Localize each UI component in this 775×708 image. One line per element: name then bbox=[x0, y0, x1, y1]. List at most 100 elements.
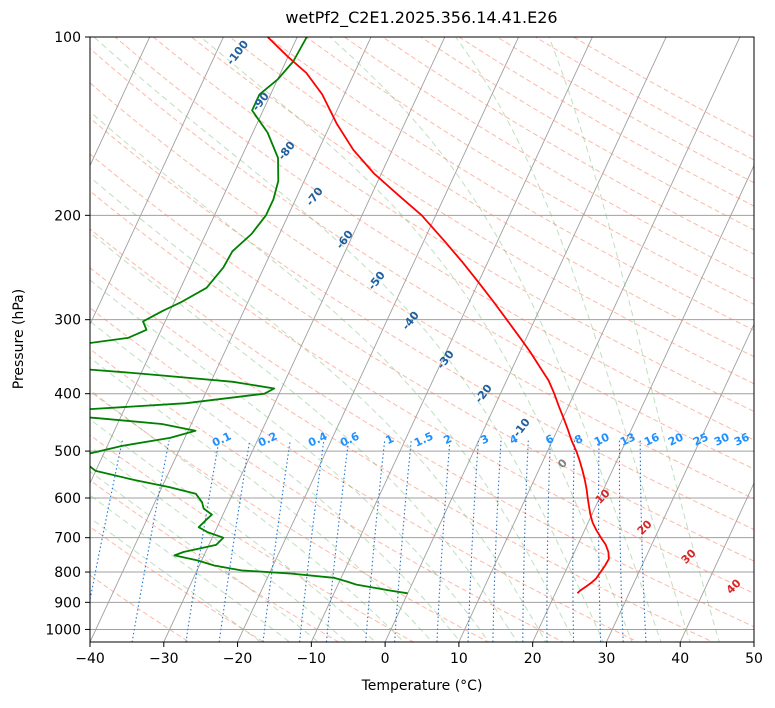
mixing-ratio-label: 10 bbox=[592, 430, 612, 448]
dry-adiabat-line bbox=[90, 267, 714, 642]
dry-adiabat-line bbox=[90, 153, 754, 562]
mixing-ratio-line bbox=[325, 440, 350, 642]
x-tick-label: 20 bbox=[524, 651, 542, 667]
mixing-ratio-label: 3 bbox=[479, 432, 491, 447]
dry-adiabat-line bbox=[90, 307, 639, 642]
mixing-ratio-label: 30 bbox=[712, 430, 732, 448]
mixing-ratio-line bbox=[618, 440, 624, 642]
moist-adiabat-line bbox=[455, 37, 691, 642]
mixing-ratio-line bbox=[394, 440, 412, 642]
mixing-ratio-line bbox=[546, 440, 551, 642]
plot-data-lines bbox=[90, 37, 610, 595]
dry-adiabat-line bbox=[90, 348, 565, 642]
dry-adiabat-label: -60 bbox=[333, 228, 356, 252]
mixing-ratio-label: 0.4 bbox=[306, 429, 329, 449]
dry-adiabat-line bbox=[90, 82, 754, 500]
y-tick-label: 800 bbox=[54, 565, 81, 581]
moist-adiabat-line bbox=[93, 37, 604, 642]
x-axis-label: Temperature (°C) bbox=[361, 678, 483, 694]
x-tick-label: −30 bbox=[149, 651, 179, 667]
isotherm-line bbox=[679, 482, 754, 642]
moist-adiabat-line bbox=[90, 470, 320, 642]
mixing-ratio-label: 2 bbox=[442, 432, 454, 447]
moist-adiabat-label: 10 bbox=[593, 486, 613, 506]
moist-adiabat-line bbox=[329, 37, 662, 642]
isotherm-line bbox=[237, 37, 520, 642]
mixing-ratio-label: 13 bbox=[618, 430, 637, 448]
moist-adiabat-line bbox=[90, 418, 377, 642]
moist-adiabat-label: 40 bbox=[724, 576, 744, 596]
isotherm-line bbox=[163, 37, 446, 642]
moist-adiabat-line bbox=[90, 356, 433, 642]
dry-adiabat-line bbox=[90, 526, 265, 642]
mixing-ratio-label: 0.1 bbox=[210, 430, 233, 450]
y-tick-label: 200 bbox=[54, 208, 81, 224]
axis-ticks: −40 −30 −20 −10 0 10 20 30 40 5010009008007006005… bbox=[45, 30, 763, 667]
dry-adiabat-line bbox=[90, 47, 754, 470]
mixing-ratio-label: 0.2 bbox=[256, 430, 279, 450]
x-tick-label: 10 bbox=[450, 651, 468, 667]
isotherm-line bbox=[0, 0, 103, 654]
mixing-ratio-label: 25 bbox=[691, 430, 710, 448]
mixing-ratio-line bbox=[492, 440, 502, 642]
moist-adiabat-label: 30 bbox=[679, 546, 699, 566]
isotherm-line bbox=[90, 37, 372, 642]
moist-adiabat-line bbox=[90, 389, 405, 642]
isotherm-line bbox=[605, 323, 754, 642]
moist-adiabat-line bbox=[90, 231, 518, 642]
mixing-ratio-label: 6 bbox=[544, 432, 557, 447]
isotherm-line bbox=[0, 0, 29, 654]
moist-adiabat-line bbox=[548, 37, 720, 642]
y-tick-label: 900 bbox=[54, 595, 81, 611]
y-tick-label: 600 bbox=[54, 491, 81, 507]
mixing-ratio-line bbox=[218, 440, 251, 642]
mixing-ratio-line bbox=[598, 440, 602, 642]
isotherm-line bbox=[310, 37, 593, 642]
dry-adiabat-line bbox=[572, 37, 754, 139]
x-tick-label: 30 bbox=[598, 651, 616, 667]
mixing-ratio-line bbox=[436, 440, 451, 642]
moist-adiabat-line bbox=[90, 494, 291, 642]
dry-adiabat-line bbox=[90, 390, 490, 642]
isotherm-line bbox=[90, 37, 224, 326]
dewpoint-profile-line bbox=[90, 37, 408, 595]
y-tick-label: 400 bbox=[54, 387, 81, 403]
x-tick-label: 50 bbox=[745, 651, 763, 667]
chart-title: wetPf2_C2E1.2025.356.14.41.E26 bbox=[285, 8, 558, 27]
x-tick-label: 0 bbox=[381, 651, 390, 667]
isotherm-line bbox=[90, 37, 151, 167]
y-tick-label: 1000 bbox=[45, 622, 81, 638]
dry-adiabat-line bbox=[381, 37, 754, 255]
moist-adiabat-line bbox=[90, 111, 575, 642]
x-tick-label: 40 bbox=[671, 651, 689, 667]
y-tick-label: 300 bbox=[54, 313, 81, 329]
mixing-ratio-line bbox=[299, 440, 325, 642]
x-tick-label: −10 bbox=[297, 651, 327, 667]
isotherm-line bbox=[384, 37, 667, 642]
y-tick-label: 500 bbox=[54, 444, 81, 460]
mixing-ratio-line bbox=[467, 440, 479, 642]
moist-adiabat-label: 20 bbox=[635, 517, 655, 537]
mixing-ratio-line bbox=[365, 440, 386, 642]
moist-adiabat-line bbox=[200, 37, 633, 642]
mixing-ratio-label: 36 bbox=[732, 430, 752, 448]
temperature-profile-line bbox=[267, 37, 610, 594]
dry-adiabat-line bbox=[190, 37, 754, 385]
dry-adiabat-label: -30 bbox=[434, 348, 457, 372]
moist-adiabat-line bbox=[90, 517, 262, 642]
mixing-ratio-line bbox=[639, 440, 647, 642]
mixing-ratio-line bbox=[572, 440, 576, 642]
isotherm-line bbox=[458, 37, 741, 642]
y-tick-label: 100 bbox=[54, 30, 81, 46]
isotherm-line bbox=[90, 37, 298, 485]
mixing-ratio-line bbox=[131, 440, 170, 642]
mixing-ratio-label: 16 bbox=[642, 430, 662, 448]
isotherm-zero-label: 0 bbox=[555, 456, 570, 471]
mixing-ratio-label: 0.6 bbox=[338, 429, 361, 449]
mixing-ratio-line bbox=[185, 440, 220, 642]
x-tick-label: −20 bbox=[223, 651, 253, 667]
dry-adiabat-line bbox=[90, 117, 754, 531]
dry-adiabat-label: -100 bbox=[224, 38, 251, 68]
dry-adiabat-line bbox=[90, 479, 340, 642]
dry-adiabat-line bbox=[90, 190, 754, 594]
